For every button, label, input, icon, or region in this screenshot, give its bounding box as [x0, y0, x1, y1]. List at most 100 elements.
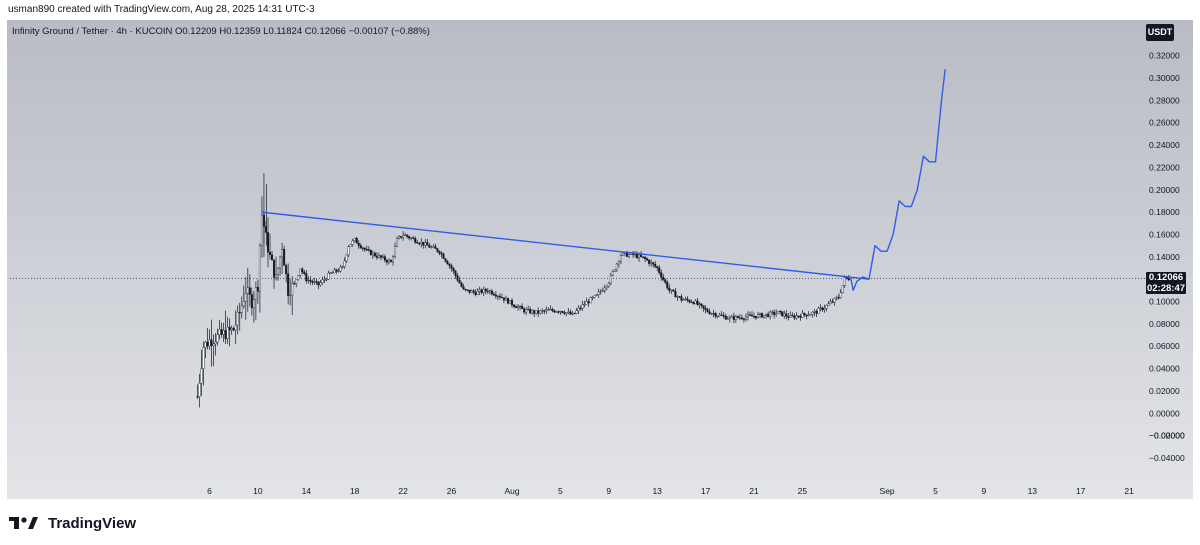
- tradingview-brand[interactable]: TradingView: [9, 513, 136, 533]
- candle-body: [627, 254, 630, 257]
- candle-body: [712, 313, 715, 315]
- x-tick-label: Aug: [504, 486, 519, 496]
- candle-body: [502, 297, 505, 301]
- candle-body: [813, 311, 816, 313]
- candle-body: [458, 280, 461, 284]
- candle-body: [763, 314, 766, 318]
- y-tick-label: 0.10000: [1149, 297, 1180, 307]
- candle-body: [579, 307, 582, 310]
- candle-body: [329, 272, 332, 274]
- candle-body: [398, 236, 401, 239]
- candle-body: [619, 255, 622, 262]
- candle-body: [494, 294, 497, 297]
- candle-body: [670, 289, 673, 291]
- y-tick-label: 0.16000: [1149, 229, 1180, 239]
- x-tick-label: 17: [701, 486, 711, 496]
- candle-body: [839, 292, 842, 298]
- candle-body: [811, 312, 814, 315]
- candle-body: [254, 286, 257, 300]
- candle-body: [593, 295, 596, 298]
- candle-body: [793, 315, 796, 319]
- candle-body: [200, 368, 203, 384]
- candle-body: [236, 311, 239, 326]
- candle-body: [470, 290, 473, 293]
- candle-body: [258, 244, 261, 292]
- candle-body: [283, 249, 286, 266]
- y-tick-label: −0.00000: [1149, 430, 1185, 440]
- y-tick-label: 0.02000: [1149, 386, 1180, 396]
- y-tick-label: 0.20000: [1149, 185, 1180, 195]
- candle-body: [537, 310, 540, 314]
- brand-name: TradingView: [48, 514, 137, 532]
- candle-body: [490, 290, 493, 295]
- candle-body: [539, 310, 542, 314]
- candle-body: [732, 316, 735, 320]
- candle-body: [309, 279, 312, 282]
- candle-body: [311, 281, 314, 283]
- candle-body: [605, 285, 608, 289]
- candle-body: [815, 311, 818, 314]
- candle-body: [809, 314, 812, 316]
- candle-body: [446, 261, 449, 265]
- candle-body: [492, 293, 495, 296]
- candle-body: [297, 275, 300, 281]
- candle-body: [569, 311, 572, 315]
- bar-countdown: 02:28:47: [1146, 283, 1186, 294]
- candle-body: [511, 300, 514, 306]
- candle-body: [317, 281, 320, 286]
- candle-body: [452, 267, 455, 272]
- candle-body: [533, 310, 536, 314]
- candle-body: [422, 241, 425, 246]
- candle-body: [353, 238, 356, 242]
- candle-body: [676, 296, 679, 298]
- candle-body: [543, 310, 546, 312]
- candle-body: [656, 266, 659, 268]
- candle-body: [216, 334, 219, 343]
- candle-body: [640, 254, 643, 257]
- candle-body: [369, 249, 372, 256]
- candle-body: [835, 297, 838, 299]
- candle-body: [783, 313, 786, 317]
- candle-body: [400, 236, 403, 238]
- candle-body: [664, 279, 667, 283]
- candle-body: [476, 291, 479, 295]
- candle-body: [730, 316, 733, 318]
- chart-area[interactable]: [7, 20, 1193, 499]
- candle-body: [293, 283, 296, 285]
- candle-body: [224, 330, 227, 340]
- candle-body: [827, 303, 830, 306]
- candle-body: [444, 258, 447, 262]
- candle-body: [351, 240, 354, 245]
- candle-body: [383, 256, 386, 261]
- candle-body: [345, 254, 348, 262]
- currency-badge[interactable]: USDT: [1146, 24, 1174, 41]
- candle-body: [196, 396, 199, 398]
- x-tick-label: 10: [253, 486, 263, 496]
- candle-body: [744, 316, 747, 320]
- candle-body: [575, 310, 578, 314]
- candle-body: [299, 268, 302, 276]
- candle-body: [678, 296, 681, 298]
- candle-body: [488, 290, 491, 293]
- candle-body: [260, 214, 263, 246]
- candle-body: [795, 315, 798, 319]
- x-tick-label: 5: [933, 486, 938, 496]
- candle-body: [379, 255, 382, 258]
- candle-body: [769, 311, 772, 317]
- candle-body: [472, 290, 475, 293]
- candle-body: [287, 273, 290, 296]
- candle-body: [339, 266, 342, 272]
- candle-body: [325, 279, 328, 281]
- candle-body: [214, 341, 217, 345]
- candle-body: [343, 260, 346, 267]
- candle-body: [557, 311, 560, 313]
- candle-body: [581, 304, 584, 309]
- x-tick-label: 14: [302, 486, 312, 496]
- candle-body: [748, 314, 751, 316]
- candle-body: [646, 258, 649, 261]
- candle-body: [585, 301, 588, 305]
- y-tick-label: 0.24000: [1149, 140, 1180, 150]
- candle-body: [230, 328, 233, 331]
- candle-body: [387, 260, 390, 263]
